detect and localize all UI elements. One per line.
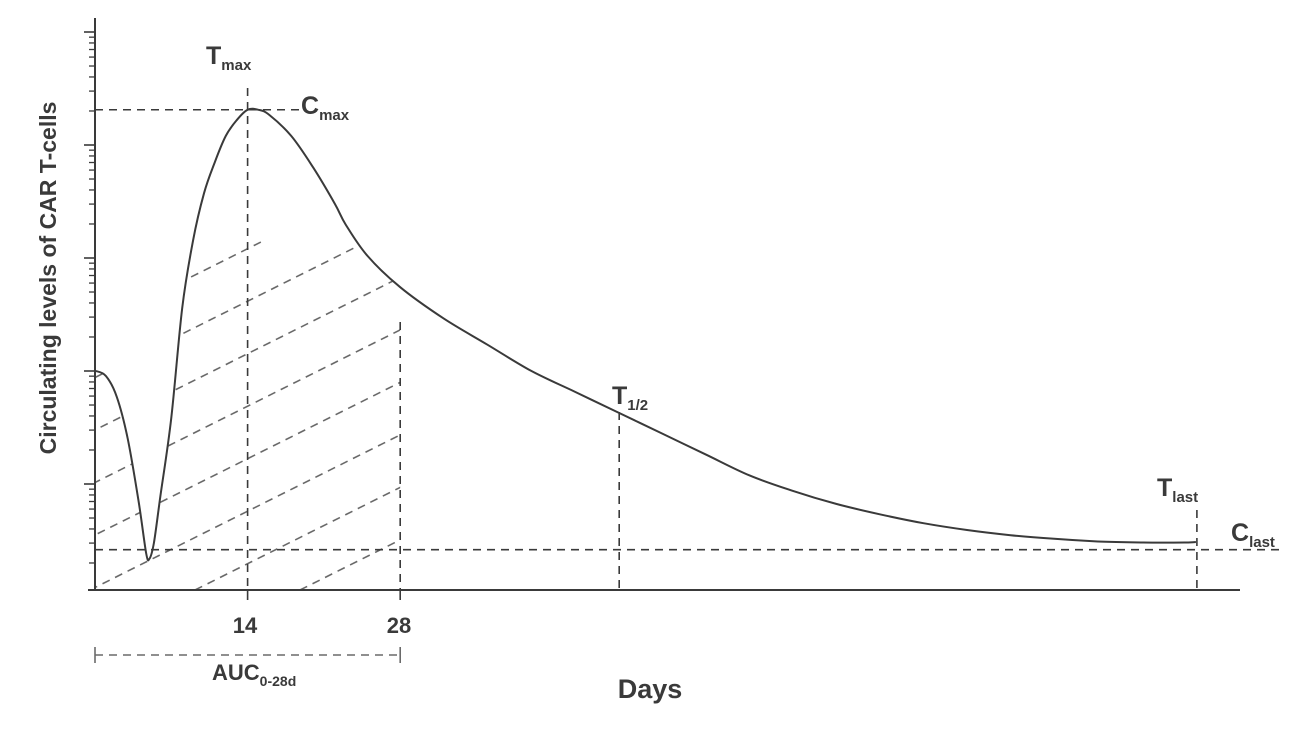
auc-hatch-line <box>615 240 1314 590</box>
auc-annotation: AUC0-28d <box>212 660 296 689</box>
axes <box>84 18 1240 600</box>
x-axis-label: Days <box>618 674 683 704</box>
auc-hatch-line <box>95 239 401 590</box>
auc-hatch-line <box>95 239 401 590</box>
auc-hatch-line <box>95 239 401 590</box>
auc-hatch-line <box>1140 240 1314 590</box>
reference-lines <box>95 88 1280 590</box>
auc-hatch-line <box>720 240 1314 590</box>
tlast-annotation: Tlast <box>1157 474 1198 506</box>
concentration-curve <box>94 107 1196 562</box>
x-tick-label-28: 28 <box>387 613 411 638</box>
auc-hatch-line <box>510 240 1210 590</box>
y-axis-label: Circulating levels of CAR T-cells <box>35 102 61 455</box>
auc-bracket <box>94 647 402 663</box>
cmax-annotation: Cmax <box>301 92 350 124</box>
tmax-annotation: Tmax <box>206 42 252 74</box>
auc-hatch-line <box>95 239 401 590</box>
auc-hatch-region <box>95 239 1314 590</box>
auc-hatch-line <box>95 239 161 590</box>
clast-annotation: Clast <box>1231 519 1275 551</box>
auc-hatch-line <box>405 240 1105 590</box>
thalf-annotation: T1/2 <box>612 382 648 414</box>
auc-hatch-line <box>194 239 401 590</box>
auc-hatch-line <box>299 239 401 590</box>
x-tick-label-14: 14 <box>233 613 258 638</box>
